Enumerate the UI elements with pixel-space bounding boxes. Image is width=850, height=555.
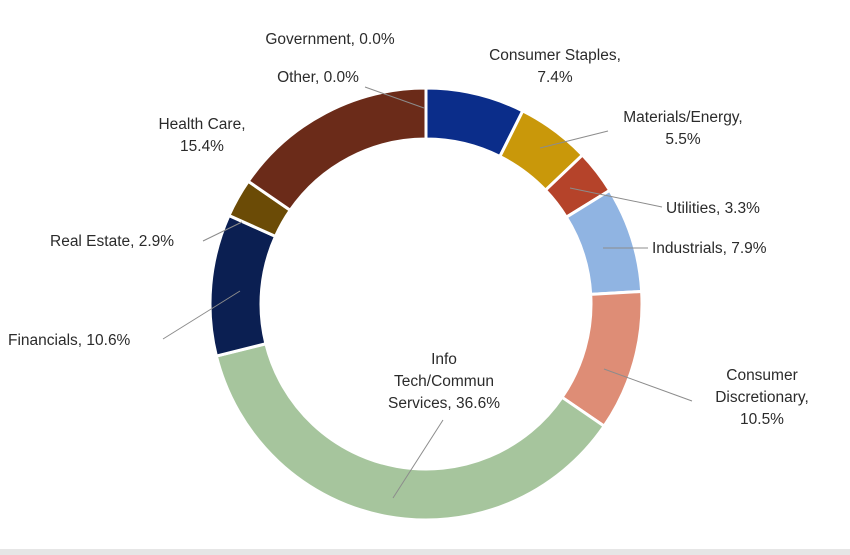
label-line: Utilities, 3.3% — [666, 200, 760, 217]
label-line: 10.5% — [740, 411, 784, 428]
slice-health-care — [246, 86, 428, 212]
leader-line-other — [364, 86, 425, 109]
label-real-estate: Real Estate, 2.9% — [50, 233, 174, 250]
label-line: Financials, 10.6% — [8, 332, 131, 349]
label-financials: Financials, 10.6% — [8, 332, 131, 349]
label-utilities: Utilities, 3.3% — [666, 200, 760, 217]
label-consumer-discretionary: Consumer Discretionary, 10.5% — [715, 367, 809, 428]
label-line: Discretionary, — [715, 389, 809, 406]
label-line: Consumer Staples, — [489, 47, 621, 64]
label-consumer-staples: Consumer Staples, 7.4% — [489, 47, 621, 86]
leader-line-consumer-discretionary — [603, 368, 693, 402]
leader-line-financials — [162, 290, 241, 340]
leader-line-real-estate — [202, 221, 243, 242]
label-line: 15.4% — [180, 138, 224, 155]
label-line: Tech/Commun — [394, 373, 494, 390]
label-line: Materials/Energy, — [623, 109, 742, 126]
label-materials-energy: Materials/Energy, 5.5% — [623, 109, 742, 148]
slice-financials — [208, 214, 277, 358]
label-industrials: Industrials, 7.9% — [652, 240, 767, 257]
label-line: 7.4% — [537, 69, 573, 86]
label-line: Services, 36.6% — [388, 395, 500, 412]
label-line: Other, 0.0% — [277, 69, 359, 86]
donut-slices — [208, 86, 644, 522]
leader-line-info-tech-commun-services — [392, 419, 444, 499]
label-government: Government, 0.0% — [265, 31, 394, 48]
label-info-tech-commun-services: Info Tech/Commun Services, 36.6% — [388, 351, 500, 412]
label-other: Other, 0.0% — [277, 69, 359, 86]
leader-line-utilities — [569, 187, 663, 208]
label-line: Info — [431, 351, 457, 368]
label-health-care: Health Care, 15.4% — [158, 116, 245, 155]
label-line: Industrials, 7.9% — [652, 240, 767, 257]
label-line: Real Estate, 2.9% — [50, 233, 174, 250]
label-line: 5.5% — [665, 131, 701, 148]
slice-labels: Consumer Staples, 7.4% Materials/Energy, 5.… — [8, 31, 809, 428]
leader-lines — [162, 86, 693, 499]
label-line: Consumer — [726, 367, 798, 384]
label-line: Government, 0.0% — [265, 31, 394, 48]
bottom-band — [0, 549, 850, 555]
slice-info-tech-commun-services — [214, 342, 606, 522]
label-line: Health Care, — [158, 116, 245, 133]
leader-line-materials-energy — [539, 130, 609, 149]
